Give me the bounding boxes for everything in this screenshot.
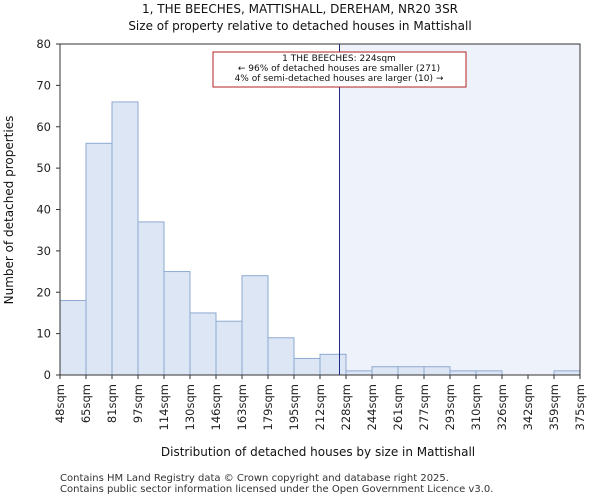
- x-tick-label: 212sqm: [313, 384, 327, 430]
- y-tick-label: 30: [36, 244, 51, 258]
- annotation-border: [212, 51, 467, 88]
- bar-359sqm: [553, 370, 581, 376]
- x-tick-label: 130sqm: [183, 384, 197, 430]
- x-tick-label: 326sqm: [495, 384, 509, 430]
- x-tick-label: 277sqm: [417, 384, 431, 430]
- x-tick-label: 179sqm: [261, 384, 275, 430]
- y-tick-label: 50: [36, 161, 51, 175]
- x-tick-label: 261sqm: [391, 384, 405, 430]
- x-tick-label: 97sqm: [131, 384, 145, 423]
- bar-261sqm: [397, 366, 425, 376]
- bar-179sqm: [267, 337, 295, 376]
- x-axis-label: Distribution of detached houses by size …: [161, 445, 475, 459]
- bar-228sqm: [345, 370, 373, 376]
- x-tick-label: 65sqm: [79, 384, 93, 423]
- x-tick-label: 293sqm: [443, 384, 457, 430]
- bar-114sqm: [163, 271, 191, 376]
- bar-212sqm: [319, 353, 347, 376]
- bar-310sqm: [475, 370, 503, 376]
- bar-48sqm: [59, 300, 87, 376]
- footer-line-1: Contains HM Land Registry data © Crown c…: [60, 473, 449, 484]
- x-tick-label: 114sqm: [157, 384, 171, 430]
- y-tick-label: 0: [44, 368, 51, 382]
- x-tick-label: 48sqm: [53, 384, 67, 423]
- bar-277sqm: [423, 366, 451, 376]
- annotation-line-2: ← 96% of detached houses are smaller (27…: [238, 64, 440, 74]
- y-tick-label: 80: [36, 37, 51, 51]
- bar-81sqm: [111, 101, 139, 376]
- highlight-region: [339, 44, 580, 375]
- bar-130sqm: [189, 312, 217, 376]
- footer-line-2: Contains public sector information licen…: [60, 484, 493, 495]
- y-tick-label: 40: [36, 203, 51, 217]
- y-tick-label: 10: [36, 327, 51, 341]
- x-tick-label: 195sqm: [287, 384, 301, 430]
- x-tick-label: 359sqm: [547, 384, 561, 430]
- x-tick-label: 244sqm: [365, 384, 379, 430]
- bar-97sqm: [137, 221, 165, 376]
- y-tick-label: 20: [36, 285, 51, 299]
- bar-163sqm: [241, 275, 269, 376]
- bar-195sqm: [293, 357, 321, 376]
- bar-244sqm: [371, 366, 399, 376]
- x-tick-label: 146sqm: [209, 384, 223, 430]
- y-axis-label: Number of detached properties: [2, 116, 16, 305]
- y-ticks: 0 10 20 30 40 50 60 70 80: [36, 37, 60, 382]
- bar-65sqm: [85, 142, 113, 376]
- bar-293sqm: [449, 370, 477, 376]
- annotation-box: 1 THE BEECHES: 224sqm ← 96% of detached …: [212, 51, 467, 88]
- x-tick-label: 342sqm: [521, 384, 535, 430]
- bar-146sqm: [215, 320, 243, 376]
- annotation-line-1: 1 THE BEECHES: 224sqm: [282, 54, 396, 64]
- x-tick-label: 163sqm: [235, 384, 249, 430]
- x-tick-label: 81sqm: [105, 384, 119, 423]
- x-tick-label: 310sqm: [469, 384, 483, 430]
- y-tick-label: 60: [36, 120, 51, 134]
- x-ticks: 48sqm 65sqm 81sqm 97sqm 114sqm 130sqm 146sqm 16…: [53, 375, 587, 430]
- bars-group: [59, 101, 581, 376]
- chart-title: 1, THE BEECHES, MATTISHALL, DEREHAM, NR2…: [142, 2, 458, 16]
- y-tick-label: 70: [36, 78, 51, 92]
- x-tick-label: 228sqm: [339, 384, 353, 430]
- annotation-line-3: 4% of semi-detached houses are larger (1…: [235, 74, 444, 84]
- chart-subtitle: Size of property relative to detached ho…: [128, 19, 471, 33]
- x-tick-label: 375sqm: [573, 384, 587, 430]
